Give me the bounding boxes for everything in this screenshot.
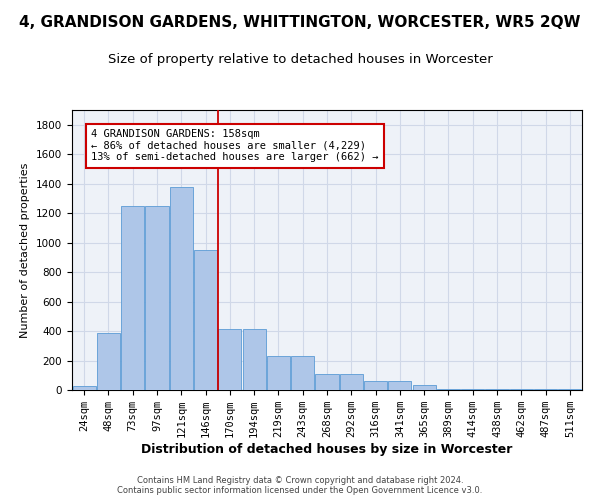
Text: 4 GRANDISON GARDENS: 158sqm
← 86% of detached houses are smaller (4,229)
13% of : 4 GRANDISON GARDENS: 158sqm ← 86% of det… xyxy=(91,129,379,162)
Text: Contains HM Land Registry data © Crown copyright and database right 2024.
Contai: Contains HM Land Registry data © Crown c… xyxy=(118,476,482,495)
Bar xyxy=(316,374,338,390)
Bar xyxy=(218,329,241,390)
Bar xyxy=(388,381,412,390)
Bar xyxy=(413,385,436,390)
Bar xyxy=(340,374,363,390)
Bar xyxy=(73,386,95,390)
Bar xyxy=(559,388,581,390)
X-axis label: Distribution of detached houses by size in Worcester: Distribution of detached houses by size … xyxy=(142,443,512,456)
Bar xyxy=(291,356,314,390)
Text: Size of property relative to detached houses in Worcester: Size of property relative to detached ho… xyxy=(107,52,493,66)
Bar xyxy=(170,186,193,390)
Y-axis label: Number of detached properties: Number of detached properties xyxy=(20,162,31,338)
Bar xyxy=(364,381,387,390)
Bar xyxy=(437,388,460,390)
Bar xyxy=(97,332,120,390)
Bar xyxy=(267,356,290,390)
Bar xyxy=(242,329,266,390)
Bar xyxy=(145,206,169,390)
Bar xyxy=(194,250,217,390)
Text: 4, GRANDISON GARDENS, WHITTINGTON, WORCESTER, WR5 2QW: 4, GRANDISON GARDENS, WHITTINGTON, WORCE… xyxy=(19,15,581,30)
Bar xyxy=(121,206,144,390)
Bar xyxy=(461,388,484,390)
